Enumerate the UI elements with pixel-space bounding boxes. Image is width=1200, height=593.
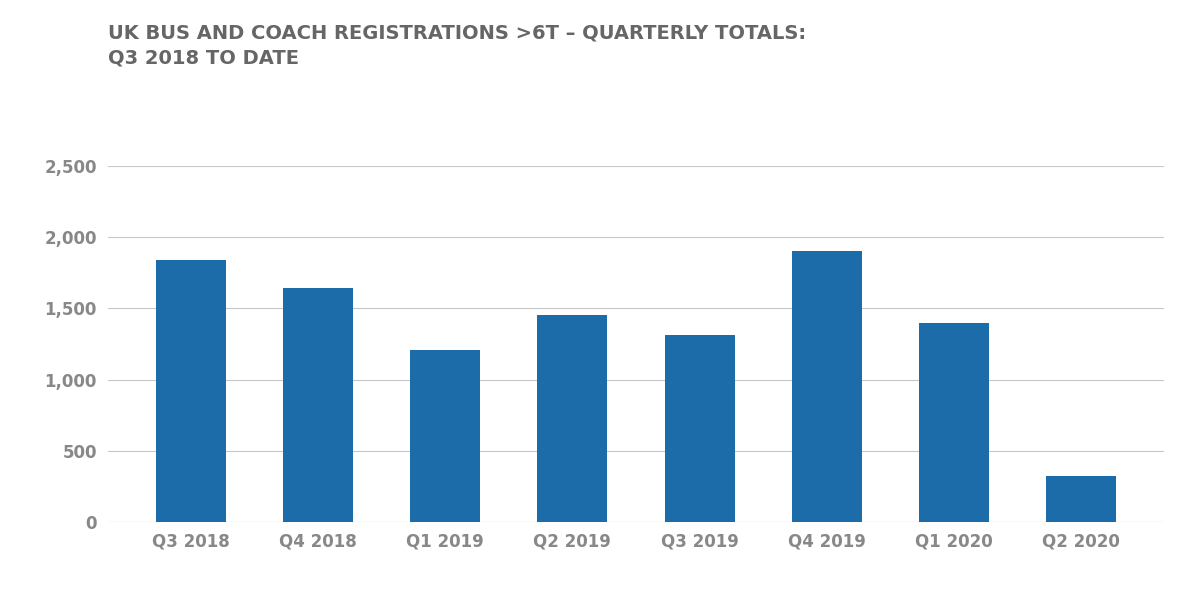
Bar <box>1046 476 1116 522</box>
Bar <box>919 323 989 522</box>
Bar <box>792 251 862 522</box>
Bar <box>538 315 607 522</box>
Text: UK BUS AND COACH REGISTRATIONS >6T – QUARTERLY TOTALS:
Q3 2018 TO DATE: UK BUS AND COACH REGISTRATIONS >6T – QUA… <box>108 24 806 68</box>
Bar <box>665 336 734 522</box>
Bar <box>283 288 353 522</box>
Bar <box>156 260 226 522</box>
Bar <box>410 350 480 522</box>
